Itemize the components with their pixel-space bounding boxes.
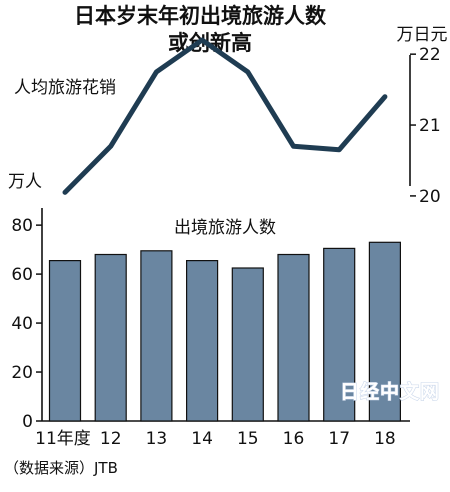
bar-series-label: 出境旅游人数 — [174, 218, 276, 238]
bar-y-tick-label: 20 — [11, 363, 33, 383]
bar — [323, 247, 356, 422]
bar — [277, 253, 310, 422]
line-y-ticks: 20 21 22 — [410, 45, 441, 207]
bar-y-tick-label: 80 — [11, 216, 33, 236]
bar-y-ticks: 0 20 40 60 80 — [11, 216, 42, 432]
bar — [231, 267, 264, 422]
bar-y-unit: 万人 — [8, 172, 42, 192]
watermark: 日经中文网 — [340, 380, 440, 403]
bar — [186, 260, 219, 422]
bar-x-tick-label: 13 — [146, 429, 168, 449]
spending-line — [62, 37, 388, 195]
bar-x-tick-label: 15 — [237, 429, 259, 449]
bar — [140, 250, 173, 422]
line-y-tick-label: 20 — [419, 187, 441, 207]
bar-x-tick-label: 16 — [283, 429, 305, 449]
line-y-unit: 万日元 — [397, 25, 448, 45]
bar-x-tick-label: 12 — [100, 429, 122, 449]
bar-y-tick-label: 60 — [11, 265, 33, 285]
bar-x-tick-label: 18 — [374, 429, 396, 449]
source-note: （数据来源）JTB — [4, 459, 118, 477]
bar-y-tick-label: 0 — [22, 412, 33, 432]
bar — [48, 260, 82, 422]
bar-x-tick-labels: 11年度 12 13 14 15 16 17 18 — [35, 429, 396, 449]
line-y-tick-label: 22 — [419, 45, 441, 65]
bar — [368, 241, 401, 422]
line-y-tick-label: 21 — [419, 116, 441, 136]
bar-x-tick-label: 17 — [328, 429, 350, 449]
bar-y-tick-label: 40 — [11, 314, 33, 334]
bar-x-tick-label: 14 — [191, 429, 213, 449]
bar-x-tick-label: 11年度 — [35, 429, 91, 449]
line-series-label: 人均旅游花销 — [14, 78, 116, 98]
bars — [48, 241, 401, 422]
chart-title-line-1: 日本岁末年初出境旅游人数 — [74, 4, 327, 28]
bar — [94, 253, 127, 422]
